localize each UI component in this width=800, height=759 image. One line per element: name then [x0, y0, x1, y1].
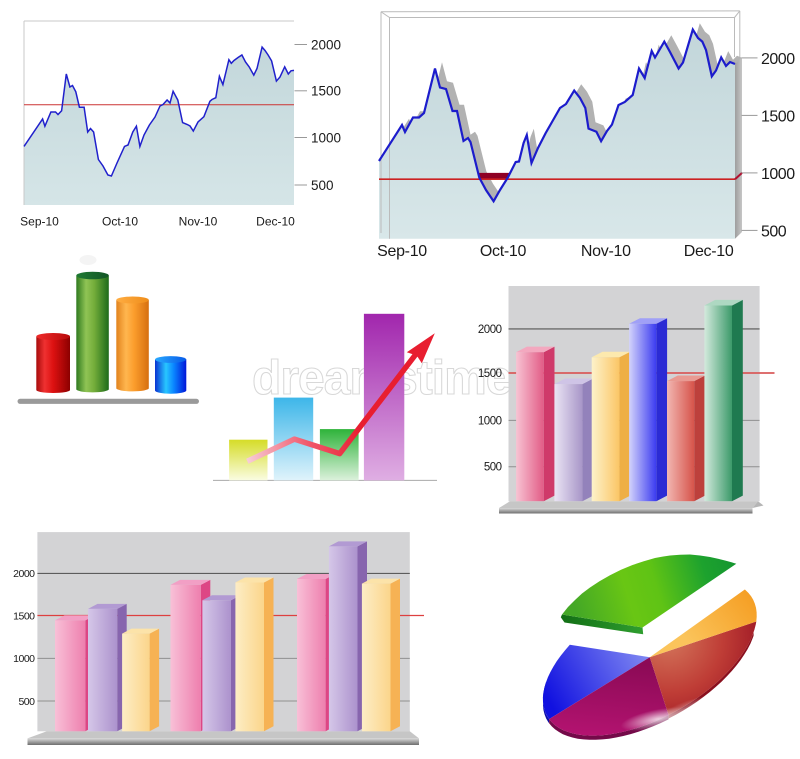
svg-text:500: 500 — [761, 223, 787, 240]
svg-text:2000: 2000 — [478, 324, 502, 336]
svg-text:500: 500 — [484, 462, 502, 474]
svg-text:1500: 1500 — [13, 611, 35, 623]
svg-text:1000: 1000 — [13, 653, 35, 665]
svg-text:500: 500 — [311, 178, 334, 193]
svg-text:2000: 2000 — [13, 568, 35, 580]
svg-text:1500: 1500 — [761, 108, 795, 125]
svg-text:2000: 2000 — [311, 37, 341, 52]
svg-text:1000: 1000 — [478, 415, 502, 427]
svg-text:Nov-10: Nov-10 — [581, 243, 631, 260]
svg-text:500: 500 — [18, 696, 35, 708]
svg-text:Oct-10: Oct-10 — [480, 243, 527, 260]
svg-text:1000: 1000 — [311, 130, 341, 145]
svg-text:Dec-10: Dec-10 — [256, 215, 295, 229]
svg-text:1500: 1500 — [478, 368, 502, 380]
svg-text:2000: 2000 — [761, 51, 795, 68]
svg-text:Dec-10: Dec-10 — [684, 243, 734, 260]
svg-text:1500: 1500 — [311, 84, 341, 99]
svg-text:Sep-10: Sep-10 — [20, 215, 59, 229]
svg-text:Oct-10: Oct-10 — [102, 215, 138, 229]
svg-text:1000: 1000 — [761, 166, 795, 183]
svg-text:Sep-10: Sep-10 — [377, 243, 427, 260]
svg-text:Nov-10: Nov-10 — [179, 215, 218, 229]
